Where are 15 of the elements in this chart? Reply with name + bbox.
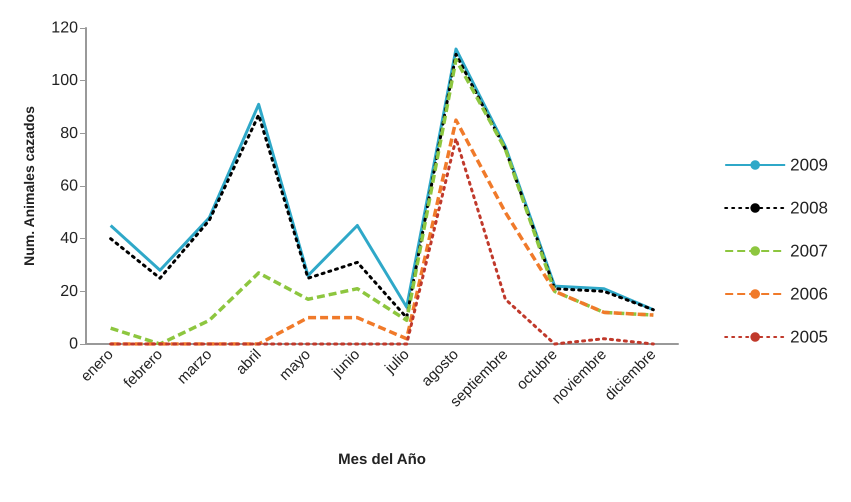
legend-label: 2008 <box>790 198 828 218</box>
y-tick-label: 60 <box>60 178 78 194</box>
legend-label: 2009 <box>790 156 828 174</box>
y-tick-label: 20 <box>60 282 78 300</box>
y-tick-label: 100 <box>51 72 78 90</box>
y-tick-label: 0 <box>69 336 78 352</box>
legend-label: 2007 <box>790 242 828 260</box>
y-tick-label: 120 <box>51 20 78 36</box>
x-axis-title: Mes del Año <box>338 451 426 468</box>
x-tick-label: julio <box>381 346 413 378</box>
y-axis-title: Num. Animales cazados <box>21 106 37 266</box>
y-tick-label: 80 <box>60 124 78 142</box>
legend-label: 2006 <box>790 284 828 304</box>
y-tick-label: 40 <box>60 230 78 248</box>
legend-label: 2005 <box>790 328 828 346</box>
